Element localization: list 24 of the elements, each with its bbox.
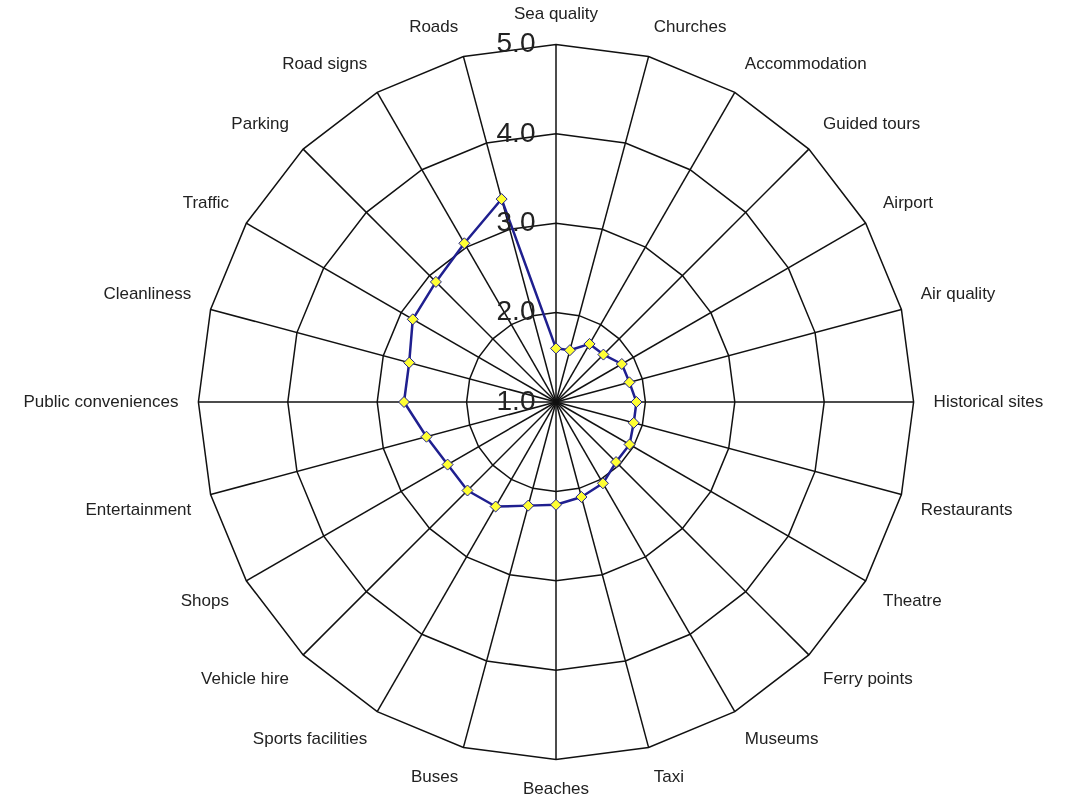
spoke-label: Sports facilities [252,728,368,748]
spoke-label: Taxi [653,766,684,786]
spoke-label: Cleanliness [103,283,192,303]
spoke-label: Parking [231,114,289,134]
spoke-label: Road signs [282,54,368,74]
spoke-label: Shops [180,590,229,610]
spoke-label: Airport [883,192,934,212]
spoke-label: Theatre [883,590,942,610]
spoke-label: Museums [744,728,819,748]
spoke-label: Sea quality [513,3,599,23]
spoke-label: Buses [411,766,459,786]
spoke-label: Public conveniences [23,391,179,411]
spoke-label: Restaurants [920,499,1013,519]
spoke-label: Ferry points [823,668,913,688]
spoke-label: Air quality [920,283,996,303]
spoke-label: Vehicle hire [201,668,289,688]
spoke-label: Beaches [522,779,590,799]
spoke-label: Accommodation [744,54,867,74]
spoke-label: Traffic [182,192,230,212]
spoke-label: Roads [409,16,459,36]
spoke-label: Entertainment [85,499,192,519]
spoke-label: Guided tours [823,114,921,134]
spoke-label: Historical sites [933,391,1044,411]
spoke-label: Churches [653,16,727,36]
